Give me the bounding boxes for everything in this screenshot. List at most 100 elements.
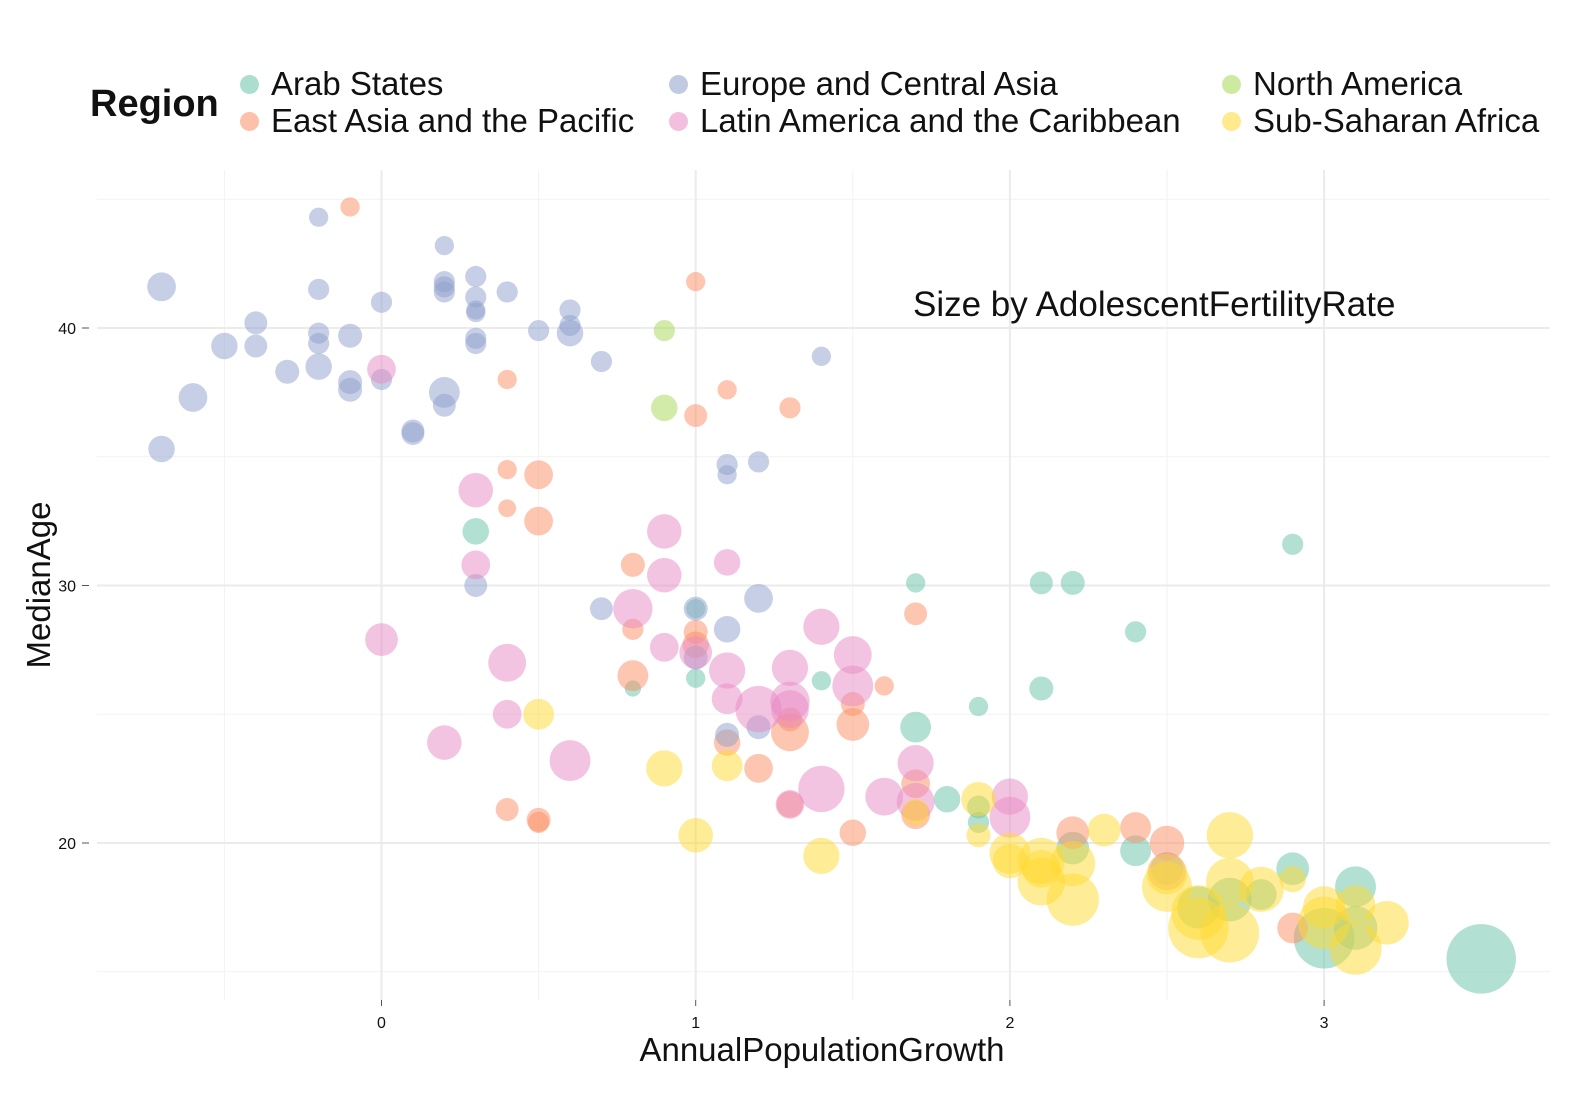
data-point bbox=[649, 632, 679, 662]
x-tick-label: 0 bbox=[377, 1015, 386, 1032]
data-point bbox=[523, 698, 555, 730]
y-tick-label: 30 bbox=[58, 579, 76, 596]
data-point bbox=[1046, 873, 1099, 926]
data-point bbox=[401, 422, 425, 446]
legend-item-sub-saharan-africa: Sub-Saharan Africa bbox=[1222, 102, 1539, 140]
data-points bbox=[147, 197, 1516, 994]
data-point bbox=[803, 837, 840, 874]
data-point bbox=[904, 602, 928, 626]
data-point bbox=[527, 811, 550, 834]
data-point bbox=[1120, 812, 1151, 843]
legend: Region Arab States East Asia and the Pac… bbox=[0, 0, 1596, 160]
x-axis-title: AnnualPopulationGrowth bbox=[639, 1031, 1004, 1068]
legend-title: Region bbox=[90, 83, 219, 125]
x-tick-label: 1 bbox=[691, 1015, 700, 1032]
legend-key-north-america bbox=[1222, 75, 1241, 94]
data-point bbox=[244, 334, 268, 358]
data-point bbox=[775, 790, 805, 819]
data-point bbox=[744, 753, 773, 783]
data-point bbox=[432, 393, 456, 417]
data-point bbox=[497, 459, 517, 480]
legend-label-latin-america-caribbean: Latin America and the Caribbean bbox=[700, 102, 1181, 139]
legend-item-east-asia-pacific: East Asia and the Pacific bbox=[240, 102, 634, 140]
data-point bbox=[715, 722, 740, 747]
data-point bbox=[653, 319, 675, 342]
legend-item-north-america: North America bbox=[1222, 65, 1462, 103]
data-point bbox=[465, 265, 487, 288]
data-point bbox=[1146, 853, 1188, 895]
data-point bbox=[897, 745, 934, 782]
data-point bbox=[466, 302, 486, 323]
data-point bbox=[496, 281, 518, 303]
legend-key-east-asia-pacific bbox=[240, 112, 259, 131]
data-point bbox=[646, 750, 683, 787]
legend-key-europe-central-asia bbox=[669, 75, 688, 94]
y-tick-label: 20 bbox=[58, 836, 76, 853]
data-point bbox=[427, 725, 462, 760]
data-point bbox=[559, 299, 581, 321]
data-point bbox=[902, 798, 929, 826]
data-point bbox=[613, 588, 653, 629]
data-point bbox=[713, 549, 741, 576]
data-point bbox=[1282, 533, 1304, 555]
data-point bbox=[647, 514, 682, 549]
data-point bbox=[367, 354, 396, 384]
data-point bbox=[488, 643, 527, 682]
data-point bbox=[1149, 825, 1185, 861]
size-annotation: Size by AdolescentFertilityRate bbox=[913, 285, 1395, 324]
data-point bbox=[1029, 571, 1053, 595]
data-point bbox=[717, 380, 737, 400]
data-point bbox=[836, 708, 870, 741]
data-point bbox=[803, 608, 840, 645]
legend-item-europe-central-asia: Europe and Central Asia bbox=[669, 65, 1058, 103]
y-tick-label: 40 bbox=[58, 321, 76, 338]
data-point bbox=[684, 404, 708, 428]
data-point bbox=[1029, 676, 1054, 701]
data-point bbox=[678, 818, 713, 853]
data-point bbox=[811, 671, 832, 691]
data-point bbox=[434, 235, 454, 256]
data-point bbox=[275, 359, 300, 384]
data-point bbox=[338, 377, 363, 402]
legend-label-east-asia-pacific: East Asia and the Pacific bbox=[271, 102, 635, 139]
data-point bbox=[305, 353, 332, 380]
data-point bbox=[497, 369, 517, 390]
data-point bbox=[527, 319, 550, 342]
data-point bbox=[524, 460, 553, 490]
data-point bbox=[744, 584, 773, 613]
data-point bbox=[1120, 835, 1151, 867]
legend-label-north-america: North America bbox=[1253, 65, 1463, 102]
data-point bbox=[717, 465, 737, 485]
data-point bbox=[771, 649, 809, 687]
legend-label-sub-saharan-africa: Sub-Saharan Africa bbox=[1253, 102, 1540, 139]
data-point bbox=[779, 397, 801, 419]
data-point bbox=[683, 596, 708, 621]
data-point bbox=[524, 506, 553, 536]
data-point bbox=[874, 676, 894, 696]
data-point bbox=[211, 332, 238, 360]
data-point bbox=[147, 272, 176, 302]
x-tick-label: 2 bbox=[1005, 1015, 1014, 1032]
data-point bbox=[589, 597, 613, 621]
data-point bbox=[549, 740, 591, 782]
data-point bbox=[590, 350, 613, 373]
legend-key-latin-america-caribbean bbox=[669, 112, 688, 131]
data-point bbox=[1206, 812, 1254, 859]
data-point bbox=[495, 798, 519, 821]
data-point bbox=[839, 819, 867, 846]
data-point bbox=[309, 207, 329, 227]
data-point bbox=[178, 383, 208, 412]
data-point bbox=[735, 685, 782, 733]
data-point bbox=[338, 323, 363, 348]
data-point bbox=[992, 843, 1028, 879]
data-point bbox=[1446, 924, 1516, 994]
data-point bbox=[798, 765, 845, 813]
data-point bbox=[1238, 866, 1284, 912]
data-point bbox=[458, 472, 494, 508]
data-point bbox=[464, 574, 488, 597]
data-point bbox=[465, 332, 487, 355]
legend-key-arab-states bbox=[240, 75, 259, 94]
data-point bbox=[1200, 903, 1260, 963]
data-point bbox=[833, 636, 872, 674]
data-point bbox=[747, 451, 770, 473]
